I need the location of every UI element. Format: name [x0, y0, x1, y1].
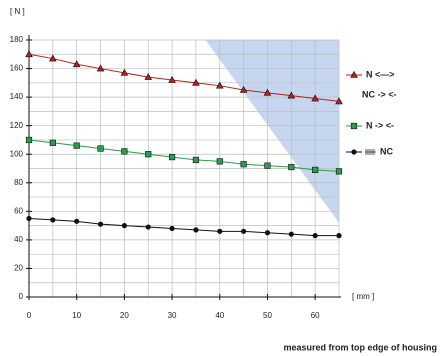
y-axis-label: [ N ] — [10, 7, 25, 16]
marker — [73, 142, 80, 149]
marker — [121, 148, 128, 155]
marker — [168, 75, 176, 83]
x-tick-label: 40 — [215, 311, 224, 320]
marker — [241, 228, 247, 234]
marker — [288, 163, 295, 171]
y-tick-label: 140 — [10, 92, 24, 101]
legend-label: NC -> <- — [362, 89, 397, 99]
marker — [335, 97, 343, 105]
marker — [311, 94, 319, 102]
x-tick-label: 50 — [263, 311, 272, 320]
marker — [287, 91, 296, 99]
marker — [50, 217, 56, 223]
marker — [72, 60, 81, 68]
marker — [351, 149, 357, 155]
marker — [350, 70, 358, 78]
marker — [121, 223, 127, 229]
marker — [169, 225, 175, 232]
marker — [25, 136, 33, 144]
marker — [312, 166, 319, 174]
marker — [264, 162, 271, 169]
y-tick-label: 180 — [10, 35, 24, 44]
series-line — [28, 139, 340, 172]
spring-icon — [365, 149, 376, 155]
marker — [336, 233, 342, 239]
y-tick-label: 20 — [14, 264, 23, 273]
y-tick-label: 0 — [19, 292, 24, 301]
marker — [193, 227, 199, 233]
marker — [192, 78, 200, 86]
marker — [49, 139, 56, 146]
footer: measured from top edge of housing — [283, 342, 437, 352]
marker — [335, 168, 343, 175]
series-line — [28, 53, 340, 102]
x-tick-label: 20 — [120, 311, 129, 320]
y-tick-label: 120 — [10, 121, 24, 130]
legend-label: N -> <- — [366, 120, 394, 130]
marker — [288, 231, 294, 237]
marker — [144, 72, 153, 80]
marker — [239, 85, 248, 93]
marker — [263, 88, 272, 96]
marker — [97, 221, 104, 227]
marker — [96, 64, 105, 72]
x-tick-label: 0 — [27, 311, 32, 320]
marker — [264, 230, 271, 236]
marker — [49, 54, 57, 62]
marker — [350, 122, 358, 130]
marker — [145, 224, 151, 230]
marker — [217, 228, 223, 234]
marker — [192, 156, 200, 164]
y-tick-label: 100 — [10, 149, 24, 158]
marker — [74, 218, 80, 224]
marker — [25, 50, 33, 58]
marker — [145, 151, 152, 158]
marker — [215, 81, 224, 89]
marker — [97, 145, 104, 152]
marker — [216, 158, 223, 165]
marker — [26, 215, 32, 222]
marker — [120, 68, 129, 76]
series-line — [28, 217, 339, 237]
y-tick-label: 60 — [14, 206, 23, 215]
legend-label: N <—> — [366, 69, 395, 79]
marker — [312, 233, 318, 239]
x-axis-label: [ mm ] — [352, 292, 374, 301]
y-tick-label: 80 — [14, 178, 23, 187]
shaded-region — [205, 40, 339, 223]
marker — [168, 153, 176, 161]
y-tick-label: 40 — [14, 235, 23, 244]
x-tick-label: 30 — [168, 311, 177, 320]
marker — [240, 161, 247, 168]
legend-label: NC — [380, 146, 393, 156]
x-tick-label: 10 — [72, 311, 81, 320]
y-tick-label: 160 — [10, 64, 24, 73]
x-tick-label: 60 — [311, 311, 320, 320]
